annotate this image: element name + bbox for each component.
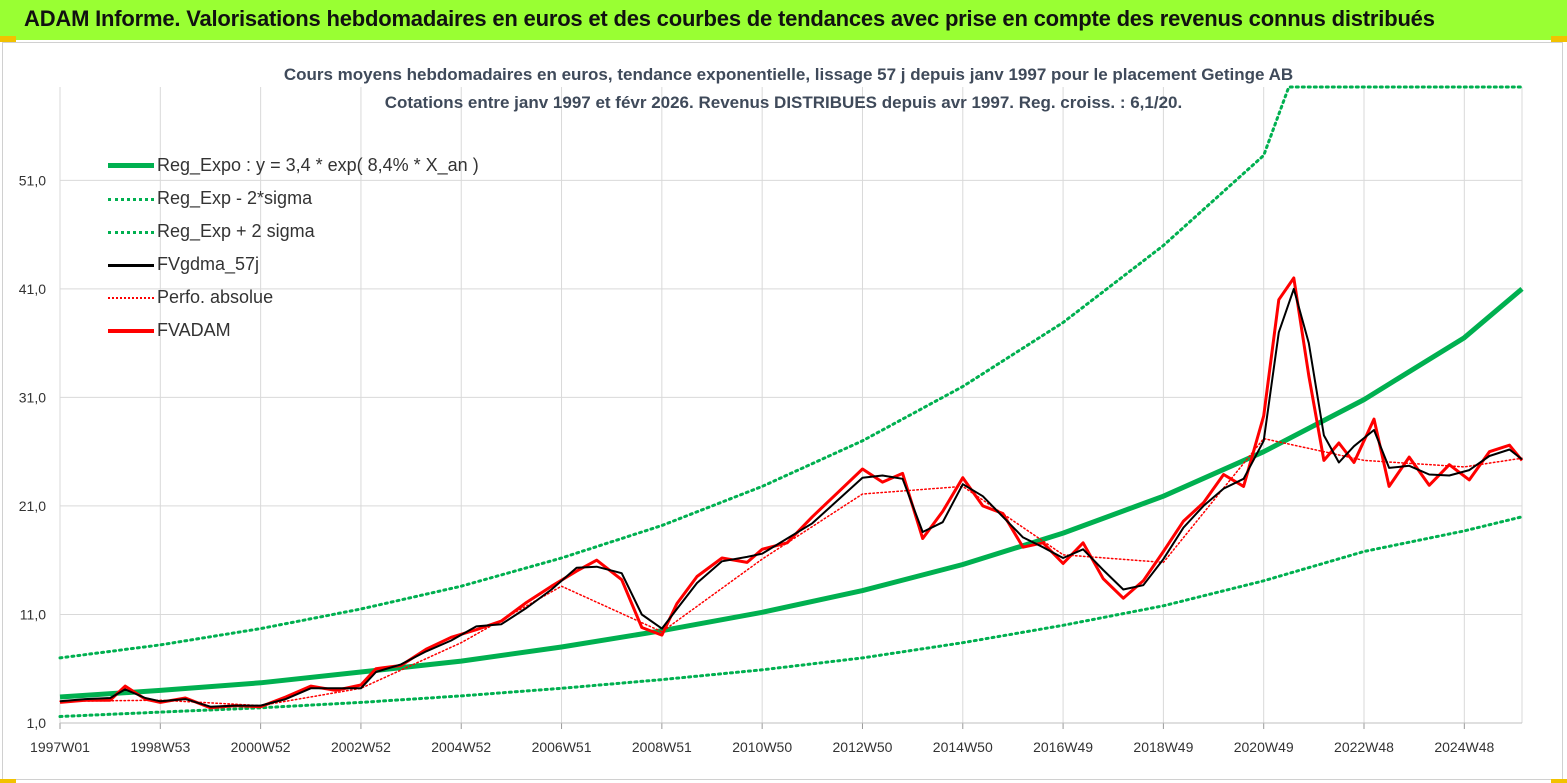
series-reg-exp-plus-2sigma <box>58 85 1524 660</box>
x-tick-label: 2014W50 <box>933 739 993 755</box>
bottom-accent-left <box>0 779 16 783</box>
x-tick-label: 1997W01 <box>30 739 90 755</box>
chart-area-border <box>2 42 1563 780</box>
legend-label: Reg_Expo : y = 3,4 * exp( 8,4% * X_an ) <box>157 155 479 175</box>
y-tick-label: 41,0 <box>19 281 46 297</box>
x-tick-label: 1998W53 <box>130 739 190 755</box>
legend-swatch <box>108 231 154 234</box>
x-tick-label: 2006W51 <box>532 739 592 755</box>
corner-accent-right <box>1551 36 1567 42</box>
y-tick-label: 21,0 <box>19 498 46 514</box>
x-tick-label: 2010W50 <box>732 739 792 755</box>
legend-label: Perfo. absolue <box>157 287 274 307</box>
legend-label: Reg_Exp + 2 sigma <box>157 221 315 241</box>
corner-accent-left <box>0 36 16 42</box>
x-tick-label: 2008W51 <box>632 739 692 755</box>
x-tick-label: 2020W49 <box>1234 739 1294 755</box>
legend-label: FVADAM <box>157 320 231 340</box>
x-tick-label: 2024W48 <box>1434 739 1494 755</box>
x-tick-label: 2012W50 <box>833 739 893 755</box>
legend-swatch <box>108 198 154 201</box>
legend-swatch <box>108 163 154 168</box>
legend-swatch <box>108 264 154 267</box>
series-reg-exp-minus-2sigma <box>58 515 1524 718</box>
report-title: ADAM Informe. Valorisations hebdomadaire… <box>24 6 1435 31</box>
x-tick-label: 2022W48 <box>1334 739 1394 755</box>
y-tick-label: 51,0 <box>19 172 46 188</box>
legend-label: FVgdma_57j <box>157 254 260 274</box>
y-tick-label: 31,0 <box>19 389 46 405</box>
x-tick-label: 2018W49 <box>1133 739 1193 755</box>
x-tick-label: 2000W52 <box>231 739 291 755</box>
legend-swatch <box>108 297 154 299</box>
x-tick-label: 2016W49 <box>1033 739 1093 755</box>
chart-subtitle: Cotations entre janv 1997 et févr 2026. … <box>384 93 1183 112</box>
bottom-accent-right <box>1551 779 1567 783</box>
y-tick-label: 1,0 <box>27 715 47 731</box>
series-fvgdma-57j <box>59 287 1523 708</box>
x-tick-label: 2002W52 <box>331 739 391 755</box>
legend-label: Reg_Exp - 2*sigma <box>157 188 313 208</box>
series-reg-expo <box>59 286 1524 700</box>
y-tick-label: 11,0 <box>20 606 46 622</box>
series-fvadam <box>59 276 1524 710</box>
legend-swatch <box>108 329 154 333</box>
x-tick-label: 2004W52 <box>431 739 491 755</box>
report-header: ADAM Informe. Valorisations hebdomadaire… <box>0 0 1567 40</box>
chart-title: Cours moyens hebdomadaires en euros, ten… <box>283 65 1294 84</box>
series-perfo-absolue <box>59 437 1523 707</box>
